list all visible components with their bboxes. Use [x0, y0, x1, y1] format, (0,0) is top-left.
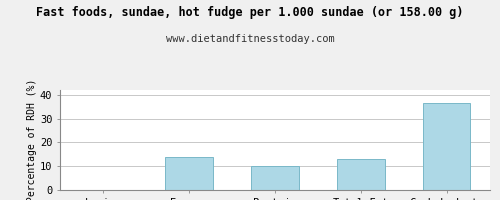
Bar — [252, 166, 298, 190]
Bar — [423, 103, 470, 190]
Text: Fast foods, sundae, hot fudge per 1.000 sundae (or 158.00 g): Fast foods, sundae, hot fudge per 1.000 … — [36, 6, 464, 19]
Bar — [338, 159, 384, 190]
Text: www.dietandfitnesstoday.com: www.dietandfitnesstoday.com — [166, 34, 334, 44]
Bar — [166, 157, 212, 190]
Y-axis label: Percentage of RDH (%): Percentage of RDH (%) — [27, 78, 37, 200]
